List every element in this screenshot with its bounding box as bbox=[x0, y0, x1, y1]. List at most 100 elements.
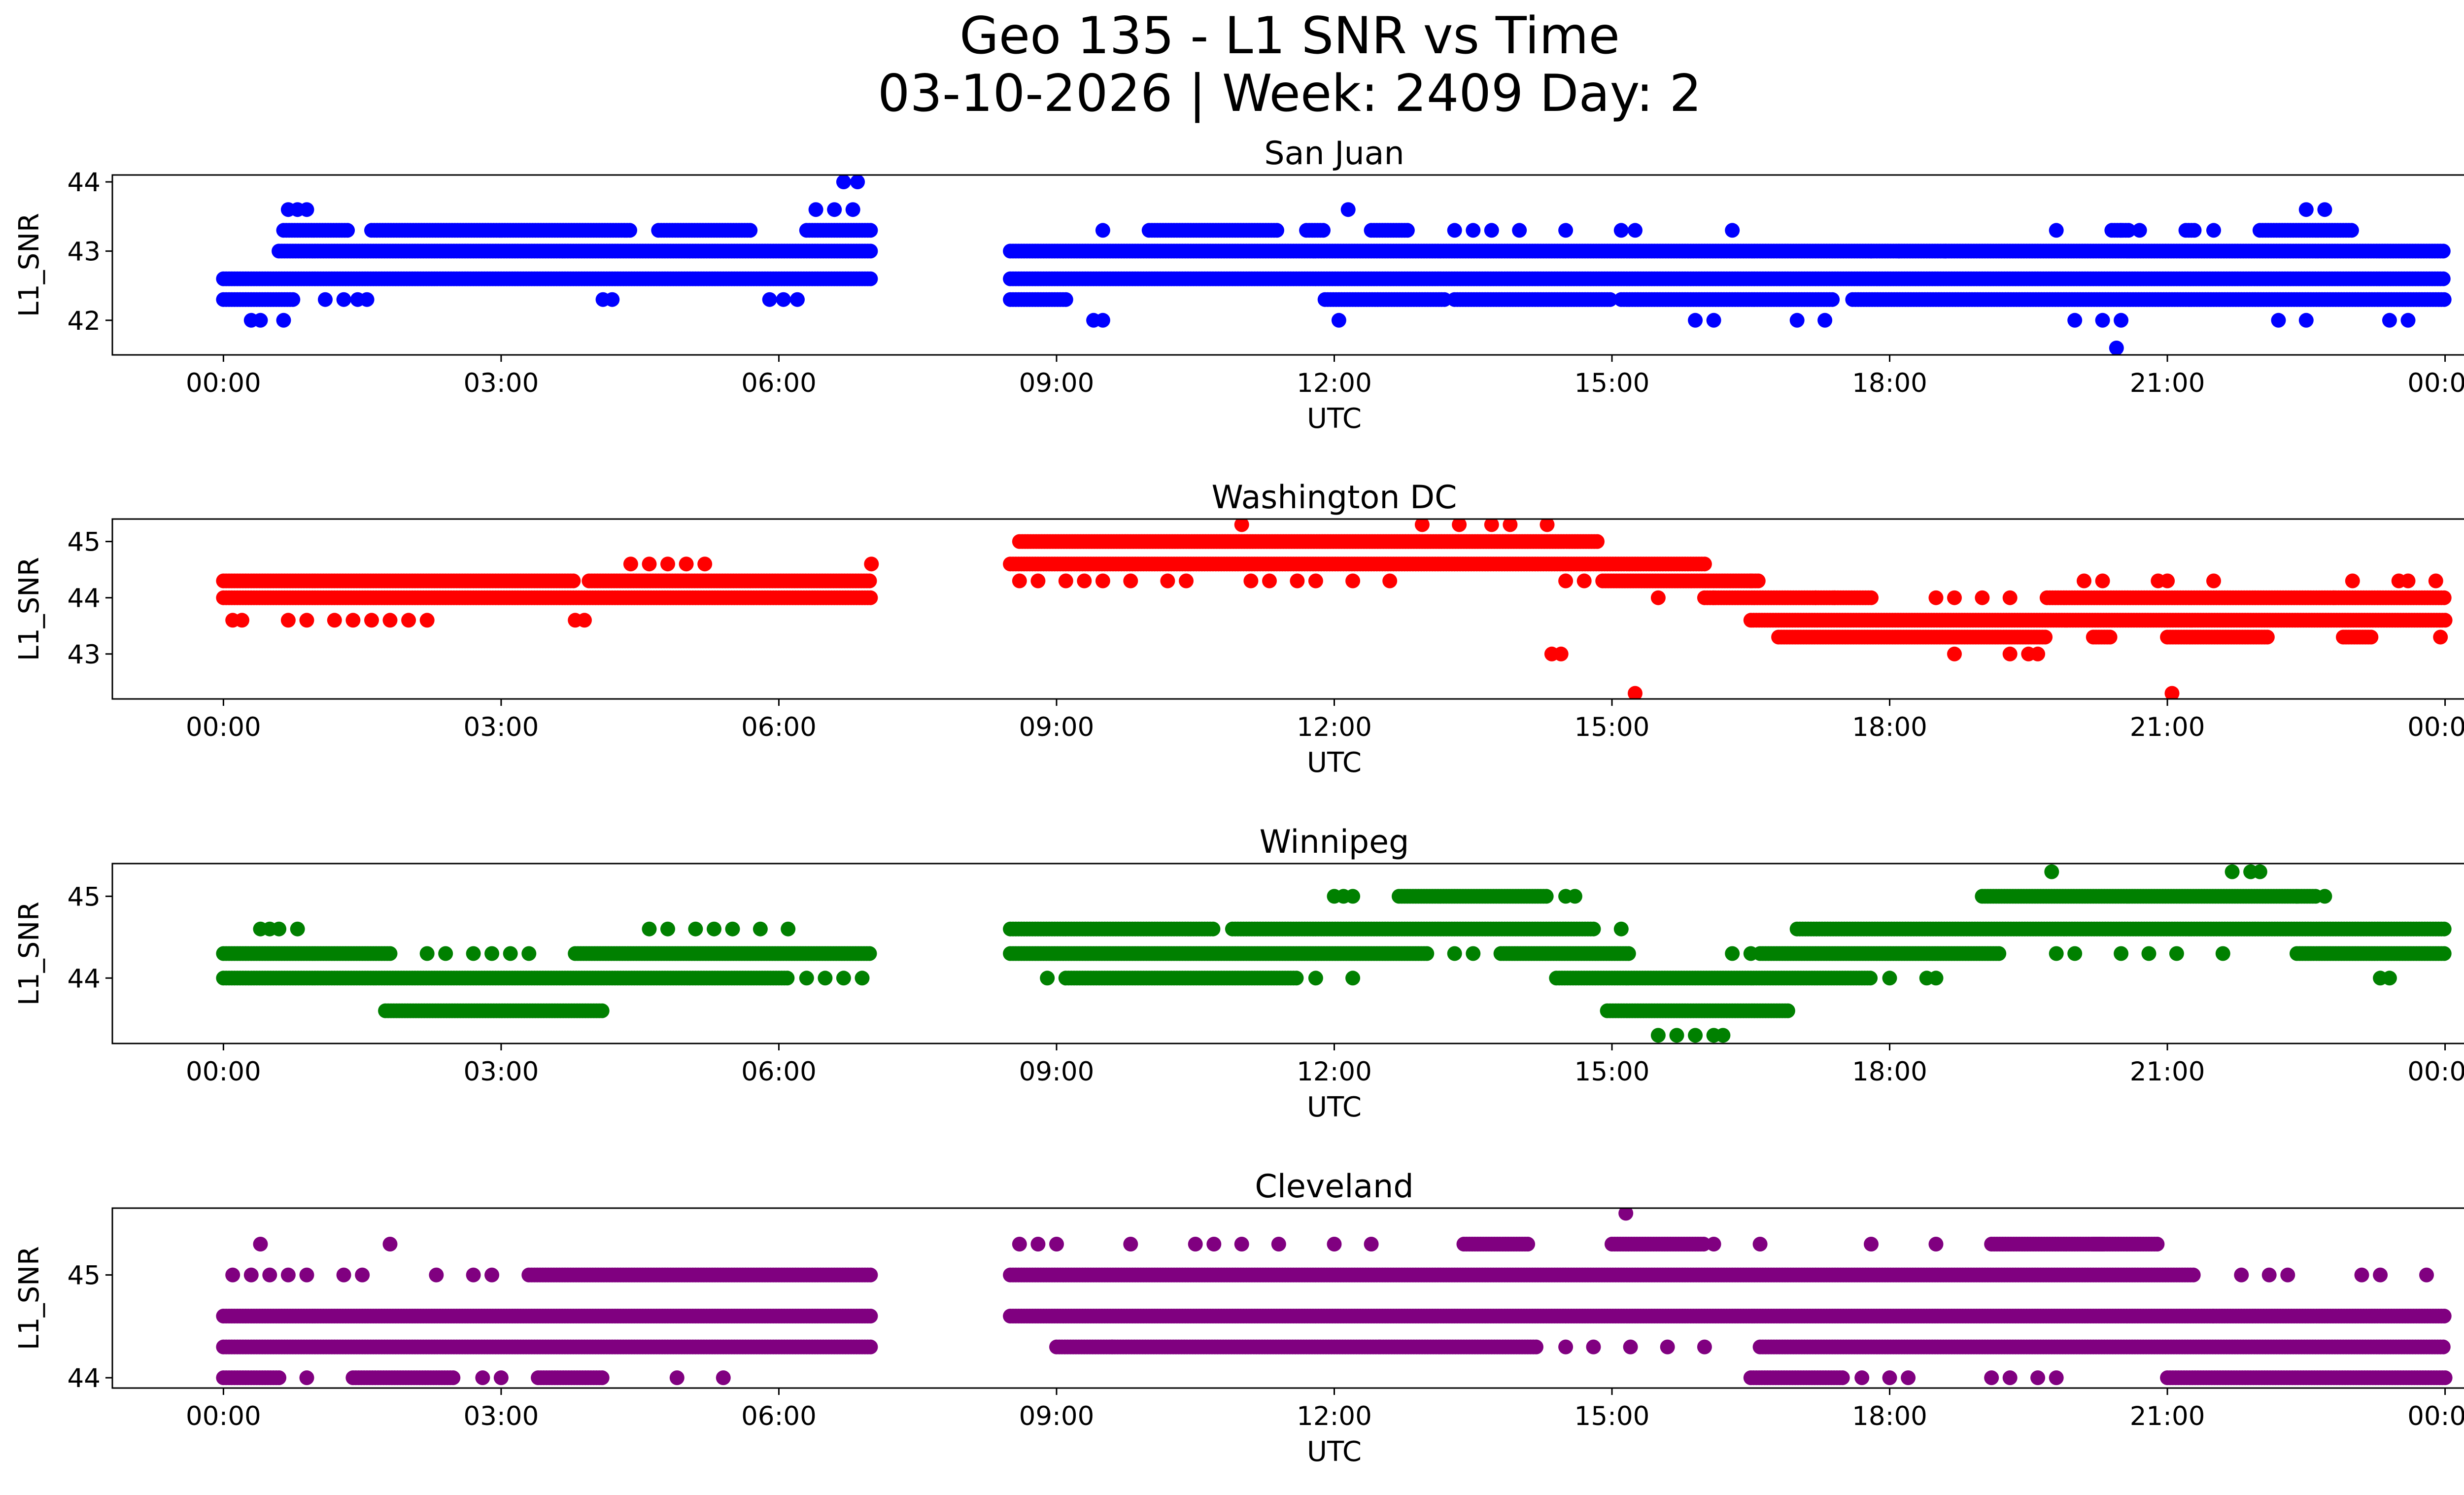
data-point bbox=[827, 202, 842, 217]
scatter-series bbox=[216, 175, 2452, 355]
data-point bbox=[1621, 946, 1636, 961]
data-point bbox=[808, 202, 823, 217]
data-point bbox=[1628, 686, 1643, 699]
data-point bbox=[1058, 573, 1073, 589]
data-point bbox=[2114, 313, 2129, 328]
data-point bbox=[743, 223, 758, 238]
x-tick-label: 09:00 bbox=[1019, 368, 1095, 398]
data-point bbox=[863, 590, 878, 605]
data-point bbox=[382, 946, 398, 961]
data-point bbox=[1975, 590, 1990, 605]
data-point bbox=[1447, 223, 1462, 238]
data-point bbox=[2271, 313, 2286, 328]
x-tick-label: 09:00 bbox=[1019, 712, 1095, 742]
data-point bbox=[762, 292, 777, 307]
data-point bbox=[642, 556, 657, 572]
data-point bbox=[1553, 646, 1569, 661]
y-tick-label: 43 bbox=[68, 237, 101, 267]
scatter-band bbox=[216, 573, 1766, 589]
data-point bbox=[1688, 313, 1703, 328]
x-tick-label: 06:00 bbox=[741, 368, 817, 398]
data-point bbox=[1095, 573, 1110, 589]
data-point bbox=[1725, 223, 1740, 238]
scatter-band bbox=[216, 946, 2452, 961]
data-point bbox=[2109, 341, 2124, 355]
x-tick-label: 12:00 bbox=[1297, 712, 1372, 742]
data-point bbox=[679, 556, 694, 572]
data-point bbox=[2382, 313, 2397, 328]
data-point bbox=[566, 573, 581, 589]
data-point bbox=[1864, 590, 1879, 605]
data-point bbox=[863, 271, 878, 286]
data-point bbox=[1419, 946, 1435, 961]
data-point bbox=[2002, 590, 2018, 605]
data-point bbox=[1825, 292, 1840, 307]
subplot-title: Winnipeg bbox=[1260, 824, 1409, 861]
data-point bbox=[2317, 202, 2332, 217]
x-tick-label: 06:00 bbox=[741, 712, 817, 742]
data-point bbox=[2345, 573, 2360, 589]
data-point bbox=[1234, 519, 1249, 532]
data-point bbox=[2400, 573, 2416, 589]
data-point bbox=[285, 292, 301, 307]
data-point bbox=[1743, 573, 1758, 589]
data-point bbox=[863, 243, 878, 259]
data-point bbox=[345, 613, 361, 628]
data-point bbox=[276, 313, 291, 328]
subplot-title: San Juan bbox=[1264, 135, 1404, 172]
scatter-band bbox=[1012, 534, 1605, 549]
data-point bbox=[862, 946, 877, 961]
data-point bbox=[2206, 223, 2221, 238]
scatter-band bbox=[1003, 556, 1712, 572]
data-point bbox=[2095, 313, 2110, 328]
scatter-series bbox=[216, 519, 2453, 699]
data-point bbox=[2433, 629, 2448, 645]
data-point bbox=[2164, 686, 2180, 699]
data-point bbox=[1012, 573, 1027, 589]
data-point bbox=[1826, 590, 1842, 605]
data-point bbox=[2363, 629, 2379, 645]
data-point bbox=[1789, 313, 1805, 328]
x-tick-label: 15:00 bbox=[1574, 712, 1650, 742]
y-axis-label: L1_SNR bbox=[13, 557, 45, 661]
data-point bbox=[2436, 590, 2452, 605]
data-point bbox=[2298, 313, 2314, 328]
x-tick-label: 21:00 bbox=[2130, 712, 2205, 742]
x-tick-label: 15:00 bbox=[1574, 368, 1650, 398]
data-point bbox=[2428, 573, 2443, 589]
data-point bbox=[1576, 573, 1592, 589]
data-point bbox=[1123, 573, 1138, 589]
data-point bbox=[2049, 223, 2064, 238]
data-point bbox=[1484, 223, 1499, 238]
data-point bbox=[1095, 223, 1110, 238]
data-point bbox=[1650, 590, 1666, 605]
data-point bbox=[2102, 629, 2118, 645]
data-point bbox=[2067, 313, 2083, 328]
data-point bbox=[790, 292, 805, 307]
scatter-series bbox=[216, 864, 2452, 1043]
scatter-band bbox=[216, 292, 2452, 307]
x-tick-label: 18:00 bbox=[1852, 368, 1927, 398]
data-point bbox=[1863, 971, 1878, 986]
x-tick-label: 03:00 bbox=[464, 368, 539, 398]
data-point bbox=[1706, 313, 1721, 328]
data-point bbox=[1512, 223, 1527, 238]
data-point bbox=[1179, 573, 1194, 589]
data-point bbox=[2400, 313, 2416, 328]
x-tick-label: 00:00 bbox=[2407, 712, 2464, 742]
data-point bbox=[1452, 519, 1467, 532]
data-point bbox=[660, 556, 675, 572]
data-point bbox=[2030, 646, 2046, 661]
data-point bbox=[1540, 519, 1555, 532]
data-point bbox=[1947, 590, 1962, 605]
y-tick-label: 45 bbox=[68, 527, 101, 557]
x-tick-label: 18:00 bbox=[1852, 712, 1927, 742]
figure-title-line1: Geo 135 - L1 SNR vs Time bbox=[959, 6, 1620, 66]
scatter-band bbox=[1771, 629, 2379, 645]
data-point bbox=[1613, 223, 1629, 238]
data-point bbox=[1817, 313, 1833, 328]
data-point bbox=[1308, 573, 1323, 589]
y-tick-label: 44 bbox=[68, 584, 101, 614]
